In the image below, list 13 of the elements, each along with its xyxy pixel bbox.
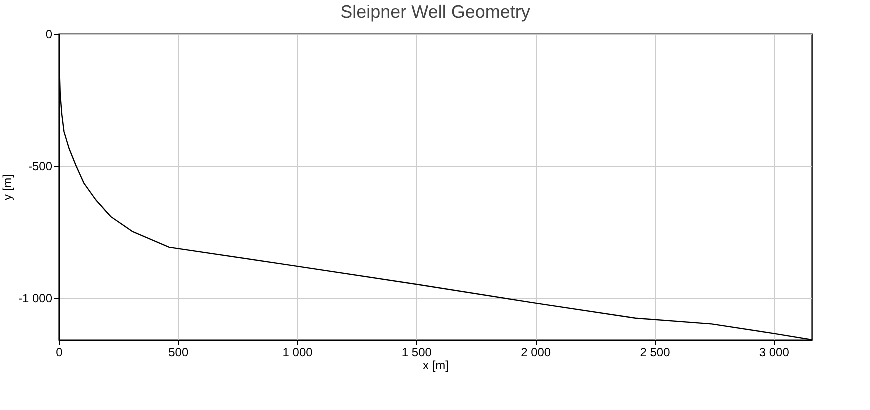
y-tick-label: -1 000 <box>18 291 53 306</box>
y-tick-label: -500 <box>28 159 53 174</box>
x-tick-label: 500 <box>168 346 189 360</box>
x-tick-label: 2 500 <box>640 346 671 360</box>
x-tick-label: 2 000 <box>521 346 552 360</box>
x-tick-label: 1 500 <box>402 346 432 360</box>
x-tick-label: 3 000 <box>759 346 790 360</box>
y-tick-label: 0 <box>46 28 53 42</box>
x-tick-label: 1 000 <box>282 346 314 360</box>
x-tick-label: 0 <box>56 346 64 360</box>
chart-title: Sleipner Well Geometry <box>340 2 530 22</box>
x-axis-title: x [m] <box>423 358 449 372</box>
y-axis-title: y [m] <box>0 174 14 200</box>
